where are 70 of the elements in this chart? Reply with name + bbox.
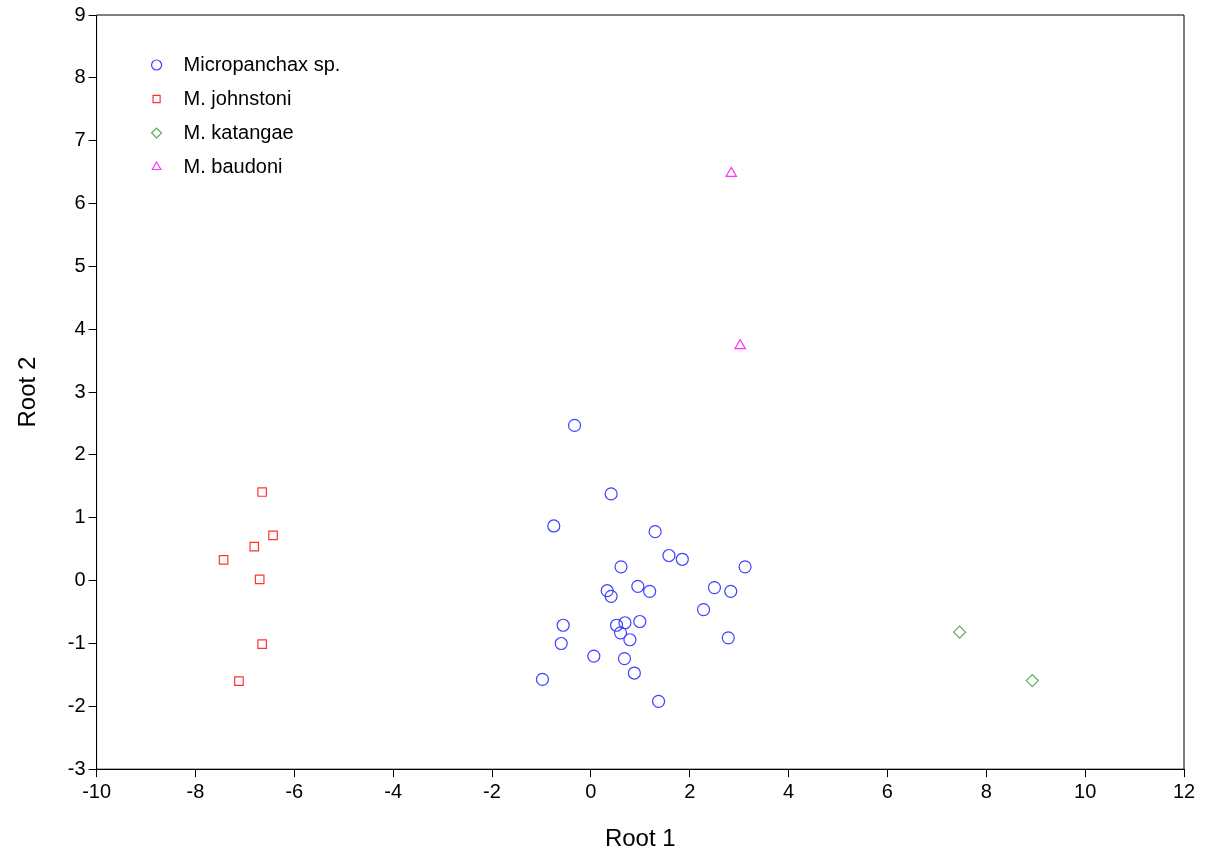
y-tick-label: 1 xyxy=(74,505,86,528)
legend-label: M. katangae xyxy=(183,120,294,143)
legend-label: Micropanchax sp. xyxy=(183,52,341,75)
y-tick-label: 8 xyxy=(74,65,86,88)
point xyxy=(724,584,738,598)
point xyxy=(268,530,278,541)
point xyxy=(609,618,624,632)
x-tick-label: -2 xyxy=(483,779,501,802)
point xyxy=(587,649,601,663)
y-tick-label: -3 xyxy=(67,756,86,779)
point xyxy=(662,548,676,563)
point xyxy=(547,519,561,533)
point xyxy=(1025,673,1039,688)
point xyxy=(600,584,614,598)
point xyxy=(234,676,244,687)
y-tick-label: 4 xyxy=(74,316,86,339)
point xyxy=(651,694,666,708)
x-axis-title: Root 1 xyxy=(604,824,676,852)
point xyxy=(604,589,618,603)
point xyxy=(721,631,735,645)
point xyxy=(734,338,746,350)
point xyxy=(633,614,647,629)
y-tick-label: 3 xyxy=(74,379,86,402)
point xyxy=(617,651,632,666)
y-tick-label: 5 xyxy=(74,253,86,276)
y-tick-label: 7 xyxy=(74,128,86,151)
x-tick-label: 0 xyxy=(585,779,597,802)
x-tick-label: 2 xyxy=(684,779,696,802)
x-tick-label: -6 xyxy=(285,779,304,802)
point xyxy=(623,633,637,647)
point xyxy=(738,560,752,574)
x-tick-label: -10 xyxy=(82,779,112,802)
point xyxy=(257,487,268,497)
point xyxy=(614,560,628,574)
point xyxy=(257,639,268,649)
y-tick-label: 0 xyxy=(74,568,86,591)
point xyxy=(613,626,628,640)
legend-label: M. johnstoni xyxy=(183,86,292,109)
point xyxy=(604,487,618,501)
y-tick-label: -2 xyxy=(67,693,86,716)
y-tick-label: 2 xyxy=(74,442,86,465)
point xyxy=(249,541,260,552)
point xyxy=(675,552,689,566)
point xyxy=(556,618,570,632)
y-axis-title: Root 2 xyxy=(13,356,41,428)
point xyxy=(627,666,641,680)
x-tick-label: -4 xyxy=(384,779,403,802)
point xyxy=(953,625,967,639)
point xyxy=(707,580,722,595)
point xyxy=(554,636,568,651)
point xyxy=(648,525,662,539)
point xyxy=(725,166,738,177)
x-tick-label: -8 xyxy=(186,779,205,802)
x-tick-label: 10 xyxy=(1074,779,1097,802)
point xyxy=(254,574,265,585)
point xyxy=(535,672,550,686)
point xyxy=(643,584,657,598)
point xyxy=(631,579,645,593)
y-tick-label: 6 xyxy=(74,191,86,214)
x-tick-label: 12 xyxy=(1172,779,1196,802)
x-tick-label: 4 xyxy=(783,779,795,802)
point xyxy=(696,602,711,617)
x-tick-label: 8 xyxy=(980,779,992,802)
y-tick-label: -1 xyxy=(67,631,86,654)
point xyxy=(618,616,632,630)
legend-label: M. baudoni xyxy=(183,154,283,177)
y-tick-label: 9 xyxy=(74,2,86,25)
x-tick-label: 6 xyxy=(881,779,893,802)
point xyxy=(218,555,229,565)
point xyxy=(567,418,582,433)
